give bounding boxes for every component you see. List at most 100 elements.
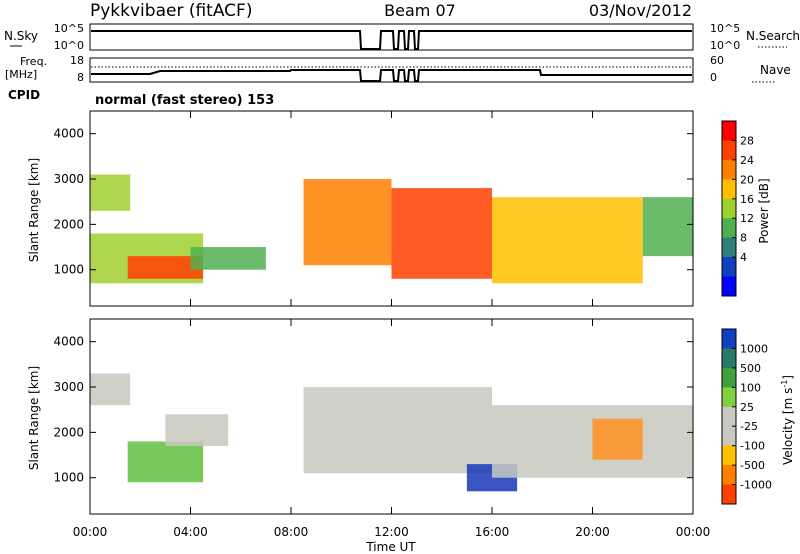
power-data-layer	[90, 174, 693, 284]
freq-tick-bottom: 8	[77, 71, 84, 84]
colorbar-tick-label-2: 100	[740, 381, 761, 394]
colorbar-tick-label-5: 8	[740, 232, 747, 245]
data-band-7	[642, 197, 693, 257]
nave-tick-bottom: 0	[710, 71, 717, 84]
colorbar-tick-label-4: -25	[740, 420, 758, 433]
cpid-value: normal (fast stereo) 153	[95, 93, 274, 108]
y-tick-label-2000: 2000	[53, 217, 84, 231]
nsky-tick-top: 10^5	[54, 22, 84, 35]
nsky-tick-bottom: 10^0	[54, 39, 84, 52]
velocity-y-axis: 1000 2000 3000 4000	[53, 335, 693, 485]
data-band-3	[190, 247, 266, 270]
colorbar-swatch-5	[722, 218, 736, 239]
y-tick-label-2000: 2000	[53, 425, 84, 439]
velocity-data-layer	[90, 373, 693, 492]
nsky-panel: N.Sky 10^5 10^0 10^5 10^0 N.Search	[4, 22, 800, 52]
colorbar-swatch-2	[722, 159, 736, 180]
colorbar-swatch-0	[722, 329, 736, 349]
colorbar-swatch-3	[722, 179, 736, 200]
velocity-label-text: Velocity [m s	[781, 388, 795, 465]
colorbar-swatch-1	[722, 140, 736, 161]
nsky-trace	[91, 30, 692, 50]
colorbar-tick-label-1: 500	[740, 362, 761, 375]
x-axis-label: Time UT	[365, 540, 416, 554]
freq-label-1: Freq.	[20, 55, 47, 68]
colorbar-tick-label-0: 1000	[740, 342, 768, 355]
x-tick-label-3: 12:00	[374, 525, 409, 539]
colorbar-tick-label-1: 24	[740, 154, 754, 167]
freq-label-2: [MHz]	[5, 68, 37, 81]
x-tick-label-5: 20:00	[575, 525, 610, 539]
x-tick-label-1: 04:00	[173, 525, 208, 539]
data-band-2	[165, 414, 229, 446]
nsearch-tick-bottom: 10^0	[710, 39, 740, 52]
data-band-0	[90, 373, 131, 406]
velocity-colorbar-label: Velocity [m s-1]	[780, 375, 795, 465]
colorbar-swatch-1	[722, 348, 736, 369]
data-band-5	[391, 188, 492, 279]
nsky-label: N.Sky	[4, 29, 38, 43]
colorbar-swatch-4	[722, 198, 736, 219]
power-ylabel: Slant Range [km]	[27, 158, 41, 262]
data-band-1	[127, 441, 204, 483]
x-tick-label-0: 00:00	[73, 525, 108, 539]
power-colorbar: 28 24 20 16 12 8 4	[721, 120, 754, 297]
x-tick-label-6: 00:00	[676, 525, 711, 539]
data-band-6	[492, 197, 643, 284]
nsearch-tick-top: 10^5	[710, 22, 740, 35]
velocity-colorbar: 1000 500 100 25 -25 -100 -500 -1000	[721, 328, 772, 505]
colorbar-tick-label-7: -1000	[740, 479, 772, 492]
freq-frame	[89, 57, 694, 83]
velocity-panel: 1000 2000 3000 4000 Slant Range [km] 1000 50…	[27, 318, 795, 515]
beam-label: Beam 07	[384, 1, 456, 20]
colorbar-tick-label-2: 20	[740, 173, 754, 186]
colorbar-swatch-2	[722, 367, 736, 388]
y-tick-label-1000: 1000	[53, 263, 84, 277]
time-x-axis: 00:00 04:00 08:00 12:00 16:00 20:00 00:00	[73, 111, 711, 539]
x-tick-label-4: 16:00	[475, 525, 510, 539]
colorbar-swatch-3	[722, 387, 736, 408]
colorbar-tick-label-4: 12	[740, 212, 754, 225]
colorbar-swatch-4	[722, 406, 736, 427]
colorbar-frame	[721, 328, 737, 505]
nave-tick-top: 60	[710, 54, 724, 67]
colorbar-tick-label-6: 4	[740, 251, 747, 264]
power-panel: 1000 2000 3000 4000 Slant Range [km] 28 24 20…	[27, 110, 771, 307]
data-band-3	[303, 387, 492, 474]
date-label: 03/Nov/2012	[589, 1, 692, 20]
nsearch-label: N.Search	[746, 29, 800, 43]
data-band-4	[303, 179, 392, 266]
cpid-label: CPID	[8, 88, 40, 102]
colorbar-swatch-6	[722, 237, 736, 258]
data-band-6	[592, 418, 643, 460]
y-tick-label-4000: 4000	[53, 127, 84, 141]
colorbar-tick-label-3: 16	[740, 193, 754, 206]
colorbar-tick-label-6: -500	[740, 459, 765, 472]
y-tick-label-3000: 3000	[53, 380, 84, 394]
plot-title: Pykkvibaer (fitACF)	[90, 1, 252, 21]
nave-label: Nave	[760, 63, 791, 77]
freq-panel: Freq. [MHz] 18 8 60 0 Nave	[5, 54, 791, 84]
colorbar-swatch-7	[722, 465, 736, 486]
colorbar-frame	[721, 120, 737, 297]
colorbar-swatch-6	[722, 445, 736, 466]
velocity-label-exp: -1	[780, 380, 789, 388]
colorbar-swatch-5	[722, 426, 736, 447]
y-tick-label-4000: 4000	[53, 335, 84, 349]
colorbar-swatch-7	[722, 257, 736, 278]
colorbar-swatch-8	[722, 276, 736, 297]
colorbar-tick-label-3: 25	[740, 401, 754, 414]
power-y-axis: 1000 2000 3000 4000	[53, 127, 693, 277]
velocity-label-end: ]	[781, 375, 795, 380]
freq-trace	[91, 69, 692, 82]
x-tick-label-2: 08:00	[274, 525, 309, 539]
colorbar-swatch-0	[722, 121, 736, 141]
data-band-2	[127, 256, 204, 279]
y-tick-label-3000: 3000	[53, 172, 84, 186]
velocity-ylabel: Slant Range [km]	[27, 366, 41, 470]
colorbar-tick-label-0: 28	[740, 134, 754, 147]
y-tick-label-1000: 1000	[53, 471, 84, 485]
data-band-1	[90, 174, 131, 211]
power-colorbar-label: Power [dB]	[757, 178, 771, 243]
